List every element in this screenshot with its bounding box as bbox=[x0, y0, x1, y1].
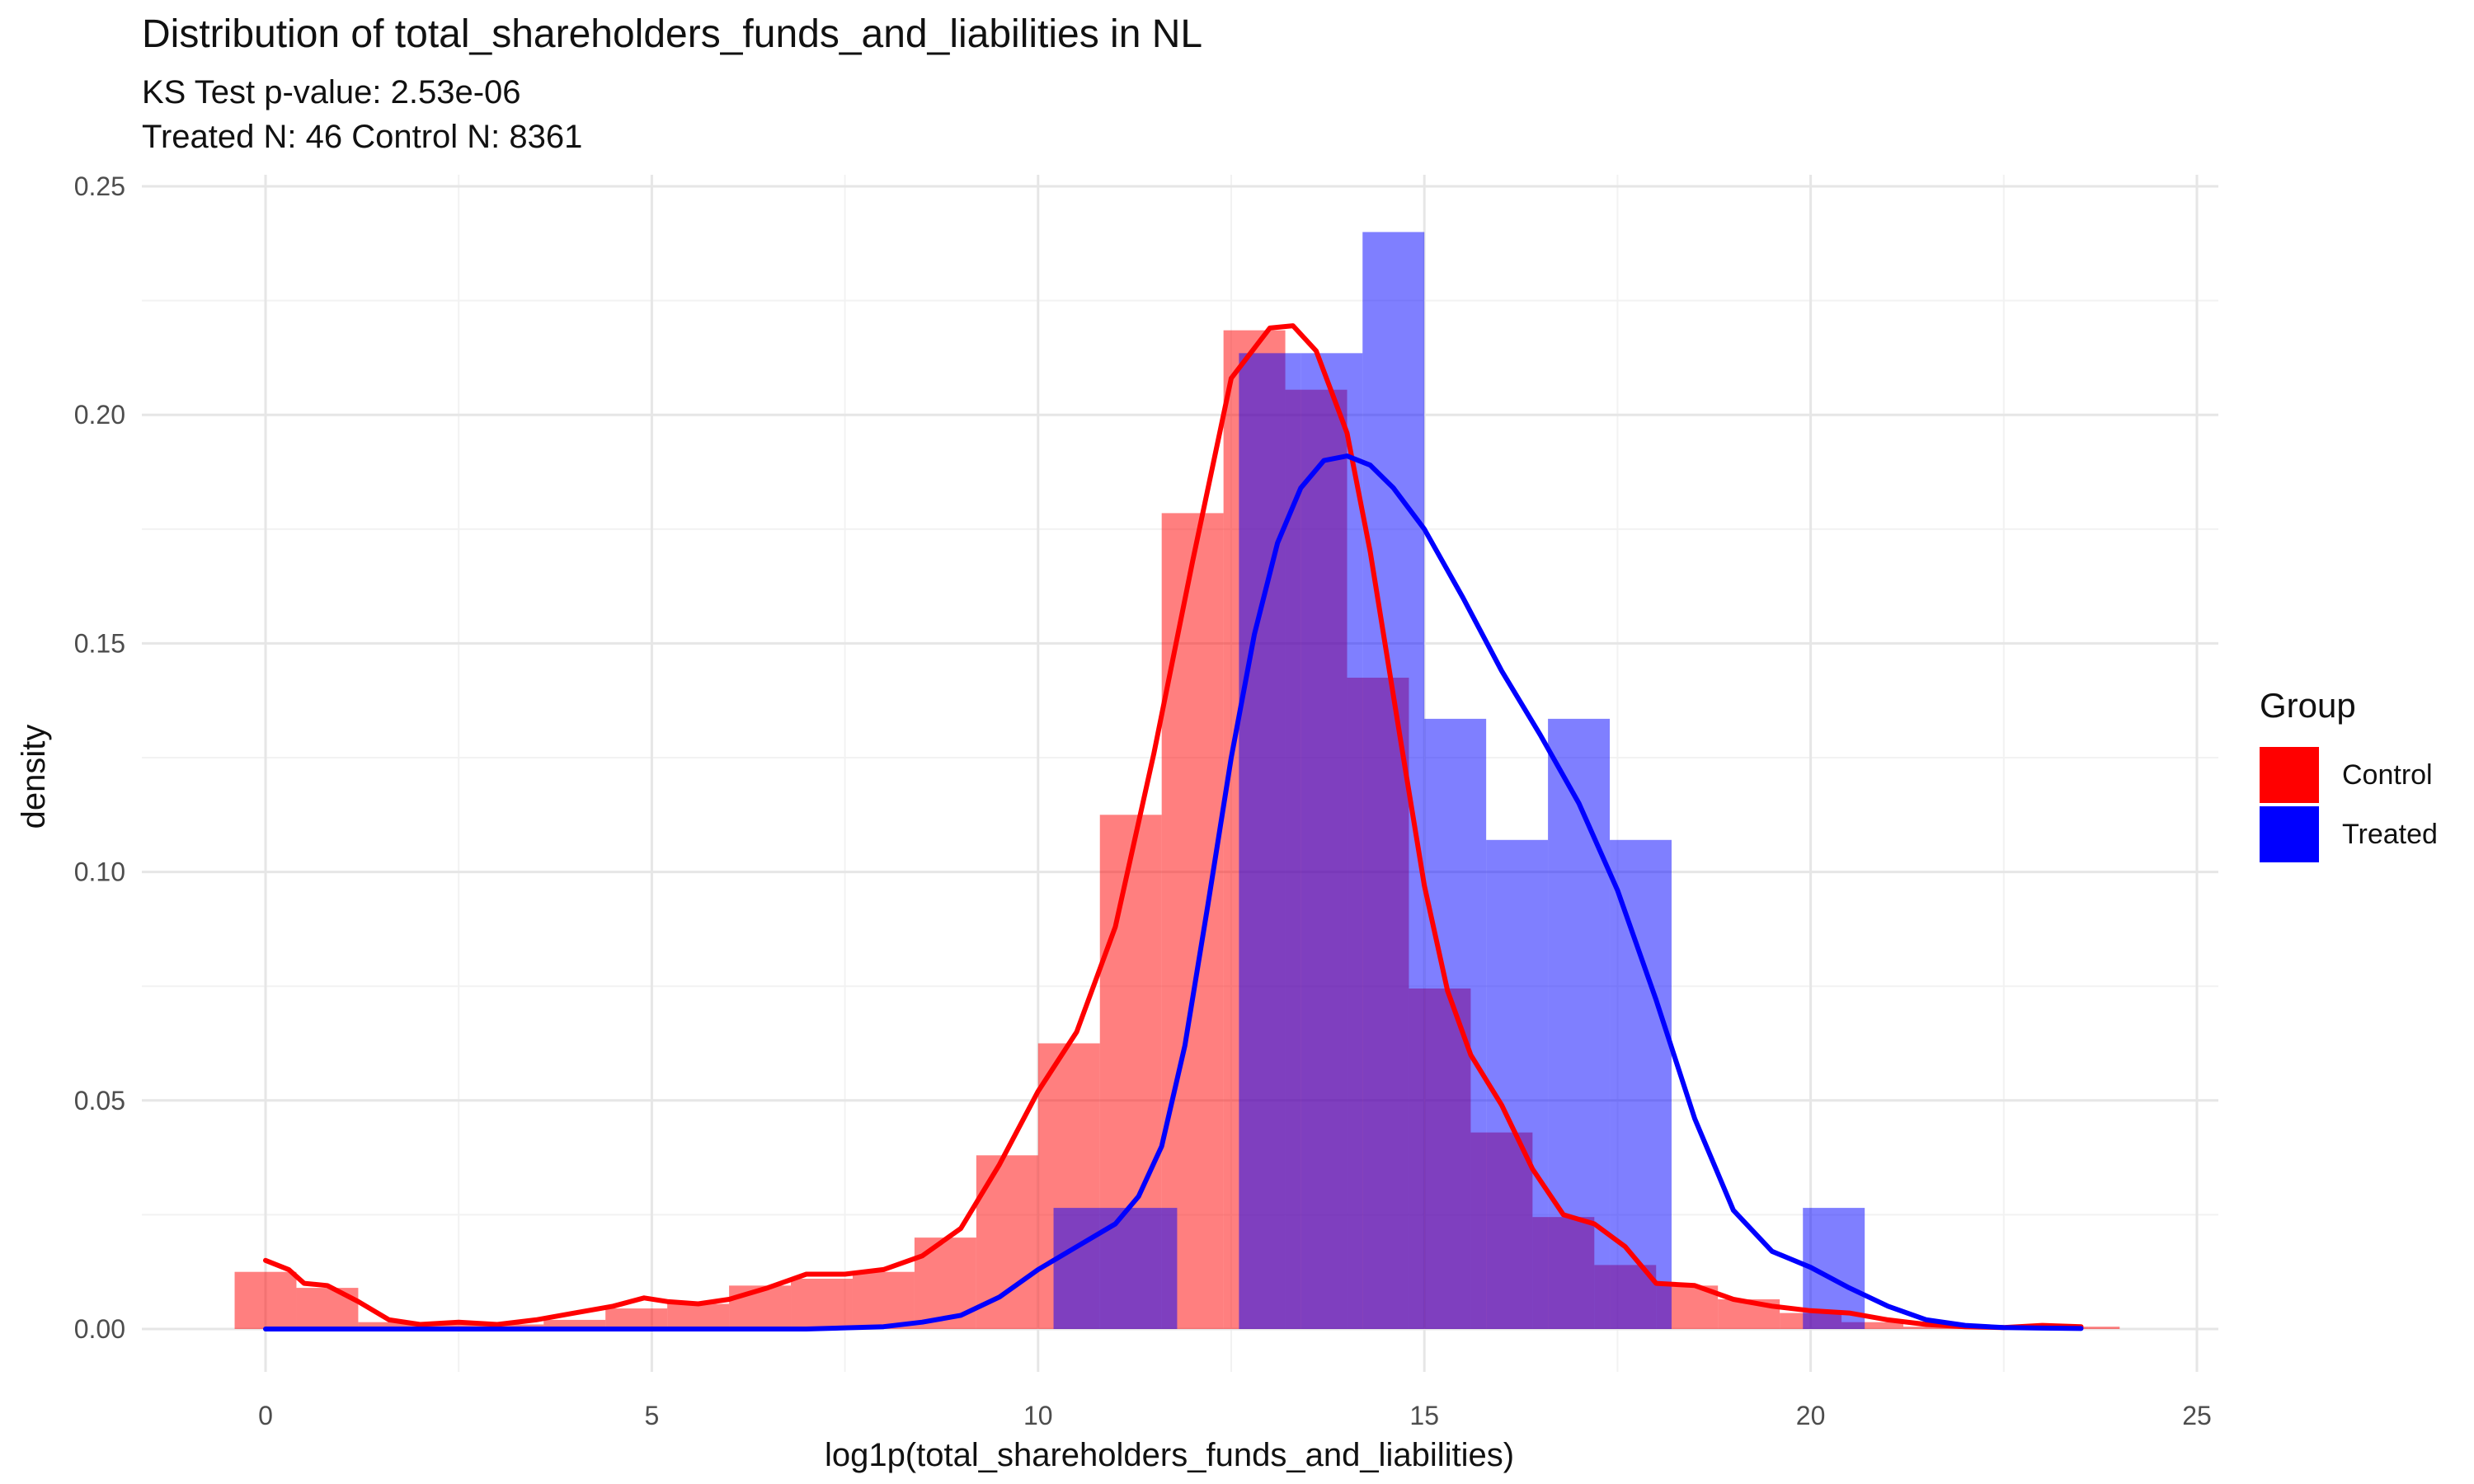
y-tick-label: 0.15 bbox=[74, 628, 125, 658]
x-tick-label: 5 bbox=[645, 1401, 660, 1430]
legend-item-control: Control bbox=[2260, 745, 2438, 805]
histogram-bar-treated bbox=[1115, 1208, 1178, 1329]
histogram-bar-control bbox=[729, 1285, 792, 1329]
y-tick-label: 0.25 bbox=[74, 171, 125, 201]
histogram-bar-control bbox=[1903, 1327, 1965, 1329]
histogram-bar-control bbox=[543, 1319, 606, 1329]
legend-item-treated: Treated bbox=[2260, 805, 2438, 864]
histogram-control bbox=[234, 330, 2120, 1329]
x-tick-label: 0 bbox=[258, 1401, 273, 1430]
density-curves bbox=[263, 323, 2084, 1331]
histogram-bar-treated bbox=[1053, 1208, 1116, 1329]
histogram-bar-control bbox=[667, 1303, 730, 1329]
histogram-bar-treated bbox=[1610, 839, 1672, 1329]
histogram-bar-control bbox=[1161, 513, 1224, 1329]
histogram-bar-treated bbox=[1362, 232, 1425, 1330]
density-curve-treated bbox=[263, 453, 2084, 1331]
legend-title: Group bbox=[2260, 686, 2356, 725]
legend-label-treated: Treated bbox=[2342, 818, 2438, 850]
histogram-bar-treated bbox=[1548, 718, 1611, 1329]
legend-swatch-control bbox=[2260, 747, 2319, 803]
chart-title: Distribution of total_shareholders_funds… bbox=[142, 12, 1203, 56]
histogram-bar-control bbox=[420, 1322, 482, 1329]
x-tick-label: 20 bbox=[1796, 1401, 1826, 1430]
histogram-bar-control bbox=[791, 1279, 853, 1329]
legend: Group Control Treated bbox=[2260, 686, 2438, 864]
y-tick-label: 0.20 bbox=[74, 400, 125, 430]
histogram-bar-control bbox=[358, 1322, 421, 1329]
chart-subtitle-sample-sizes: Treated N: 46 Control N: 8361 bbox=[142, 119, 583, 155]
histogram-bar-control bbox=[2088, 1327, 2120, 1329]
y-axis-title: density bbox=[16, 725, 52, 829]
x-axis-tick-labels: 0 5 10 15 20 25 bbox=[258, 1401, 2212, 1430]
chart-subtitle-ks-test: KS Test p-value: 2.53e-06 bbox=[142, 74, 521, 110]
x-axis-title: log1p(total_shareholders_funds_and_liabi… bbox=[825, 1437, 1514, 1473]
histogram-bars bbox=[234, 232, 2120, 1330]
x-tick-label: 10 bbox=[1023, 1401, 1053, 1430]
legend-swatch-treated bbox=[2260, 806, 2319, 862]
histogram-bar-treated bbox=[1239, 353, 1301, 1330]
x-tick-label: 15 bbox=[1409, 1401, 1439, 1430]
histogram-bar-control bbox=[852, 1271, 915, 1329]
histogram-bar-treated bbox=[1300, 353, 1363, 1330]
legend-label-control: Control bbox=[2342, 758, 2433, 791]
y-axis-tick-labels: 0.00 0.05 0.10 0.15 0.20 0.25 bbox=[74, 171, 125, 1344]
y-tick-label: 0.10 bbox=[74, 857, 125, 887]
histogram-treated bbox=[1053, 232, 1865, 1330]
y-tick-label: 0.05 bbox=[74, 1086, 125, 1115]
x-tick-label: 25 bbox=[2182, 1401, 2212, 1430]
histogram-bar-control bbox=[914, 1237, 976, 1329]
histogram-bar-control bbox=[234, 1271, 297, 1329]
histogram-bar-treated bbox=[1486, 839, 1549, 1329]
histogram-bar-control bbox=[1841, 1322, 1904, 1329]
density-curve-control bbox=[263, 323, 2084, 1331]
y-tick-label: 0.00 bbox=[74, 1314, 125, 1344]
histogram-bar-treated bbox=[1424, 718, 1487, 1329]
histogram-bar-control bbox=[605, 1308, 668, 1329]
